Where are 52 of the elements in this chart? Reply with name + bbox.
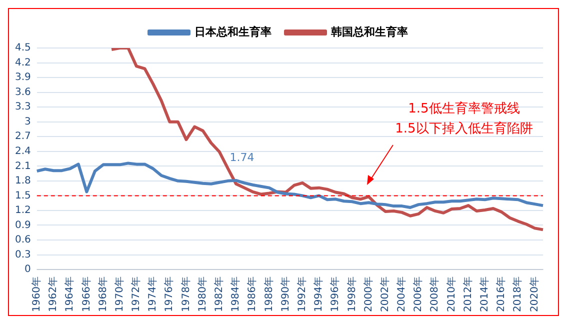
- x-tick-label: 1974年: [146, 276, 159, 312]
- x-tick-label: 1976年: [163, 276, 176, 312]
- x-tick-label: 1996年: [329, 276, 342, 312]
- legend-label: 日本总和生育率: [194, 25, 272, 38]
- annotation: 1.74: [230, 151, 254, 164]
- y-tick-label: 0.3: [14, 249, 31, 260]
- x-tick-label: 2014年: [478, 276, 491, 312]
- y-tick-label: 4.2: [14, 57, 31, 68]
- annotation: 1.5以下掉入低生育陷阱: [395, 120, 533, 136]
- x-tick-label: 1986年: [246, 276, 258, 312]
- y-tick-label: 0.9: [14, 220, 31, 231]
- x-tick-label: 2008年: [428, 276, 441, 312]
- x-tick-label: 2002年: [378, 276, 391, 312]
- y-tick-label: 2.1: [14, 160, 31, 172]
- x-tick-label: 2006年: [412, 276, 424, 312]
- x-tick-label: 1984年: [230, 276, 242, 312]
- x-tick-label: 1972年: [130, 276, 142, 312]
- y-tick-label: 1.2: [14, 205, 31, 216]
- x-tick-label: 1994年: [312, 276, 325, 312]
- y-tick-label: 2.7: [14, 131, 31, 142]
- y-tick-label: 0: [24, 264, 31, 276]
- x-tick-label: 2004年: [396, 276, 408, 312]
- y-tick-label: 2.4: [14, 146, 31, 157]
- annotation: 1.5低生育率警戒线: [408, 100, 520, 116]
- x-tick-label: 1998年: [346, 276, 358, 312]
- y-tick-label: 0.6: [14, 234, 31, 246]
- x-tick-label: 1960年: [30, 276, 42, 312]
- x-tick-label: 1978年: [180, 276, 192, 312]
- y-tick-label: 4.5: [14, 42, 31, 54]
- x-tick-label: 1970年: [113, 276, 126, 312]
- x-tick-label: 1980年: [196, 276, 208, 312]
- x-tick-label: 1988年: [262, 276, 275, 312]
- x-tick-label: 2020年: [528, 276, 540, 312]
- x-tick-label: 2010年: [445, 276, 458, 312]
- x-tick-label: 2018年: [512, 276, 524, 312]
- x-tick-label: 1990年: [279, 276, 292, 312]
- x-tick-label: 2000年: [362, 276, 374, 312]
- x-tick-label: 1968年: [96, 276, 109, 312]
- legend-label: 韩国总和生育率: [330, 25, 408, 38]
- x-tick-label: 1964年: [64, 276, 76, 312]
- x-tick-label: 1962年: [47, 276, 60, 312]
- x-tick-label: 1982年: [213, 276, 226, 312]
- y-tick-label: 3.3: [14, 102, 31, 113]
- y-tick-label: 1.8: [14, 176, 31, 187]
- y-tick-label: 3.6: [14, 86, 31, 98]
- y-tick-label: 1.5: [14, 190, 31, 202]
- x-tick-label: 1992年: [296, 276, 308, 312]
- x-tick-label: 2016年: [495, 276, 508, 312]
- y-tick-label: 3: [24, 116, 31, 128]
- x-tick-label: 1966年: [80, 276, 92, 312]
- y-tick-label: 3.9: [14, 72, 31, 84]
- x-tick-label: 2012年: [462, 276, 474, 312]
